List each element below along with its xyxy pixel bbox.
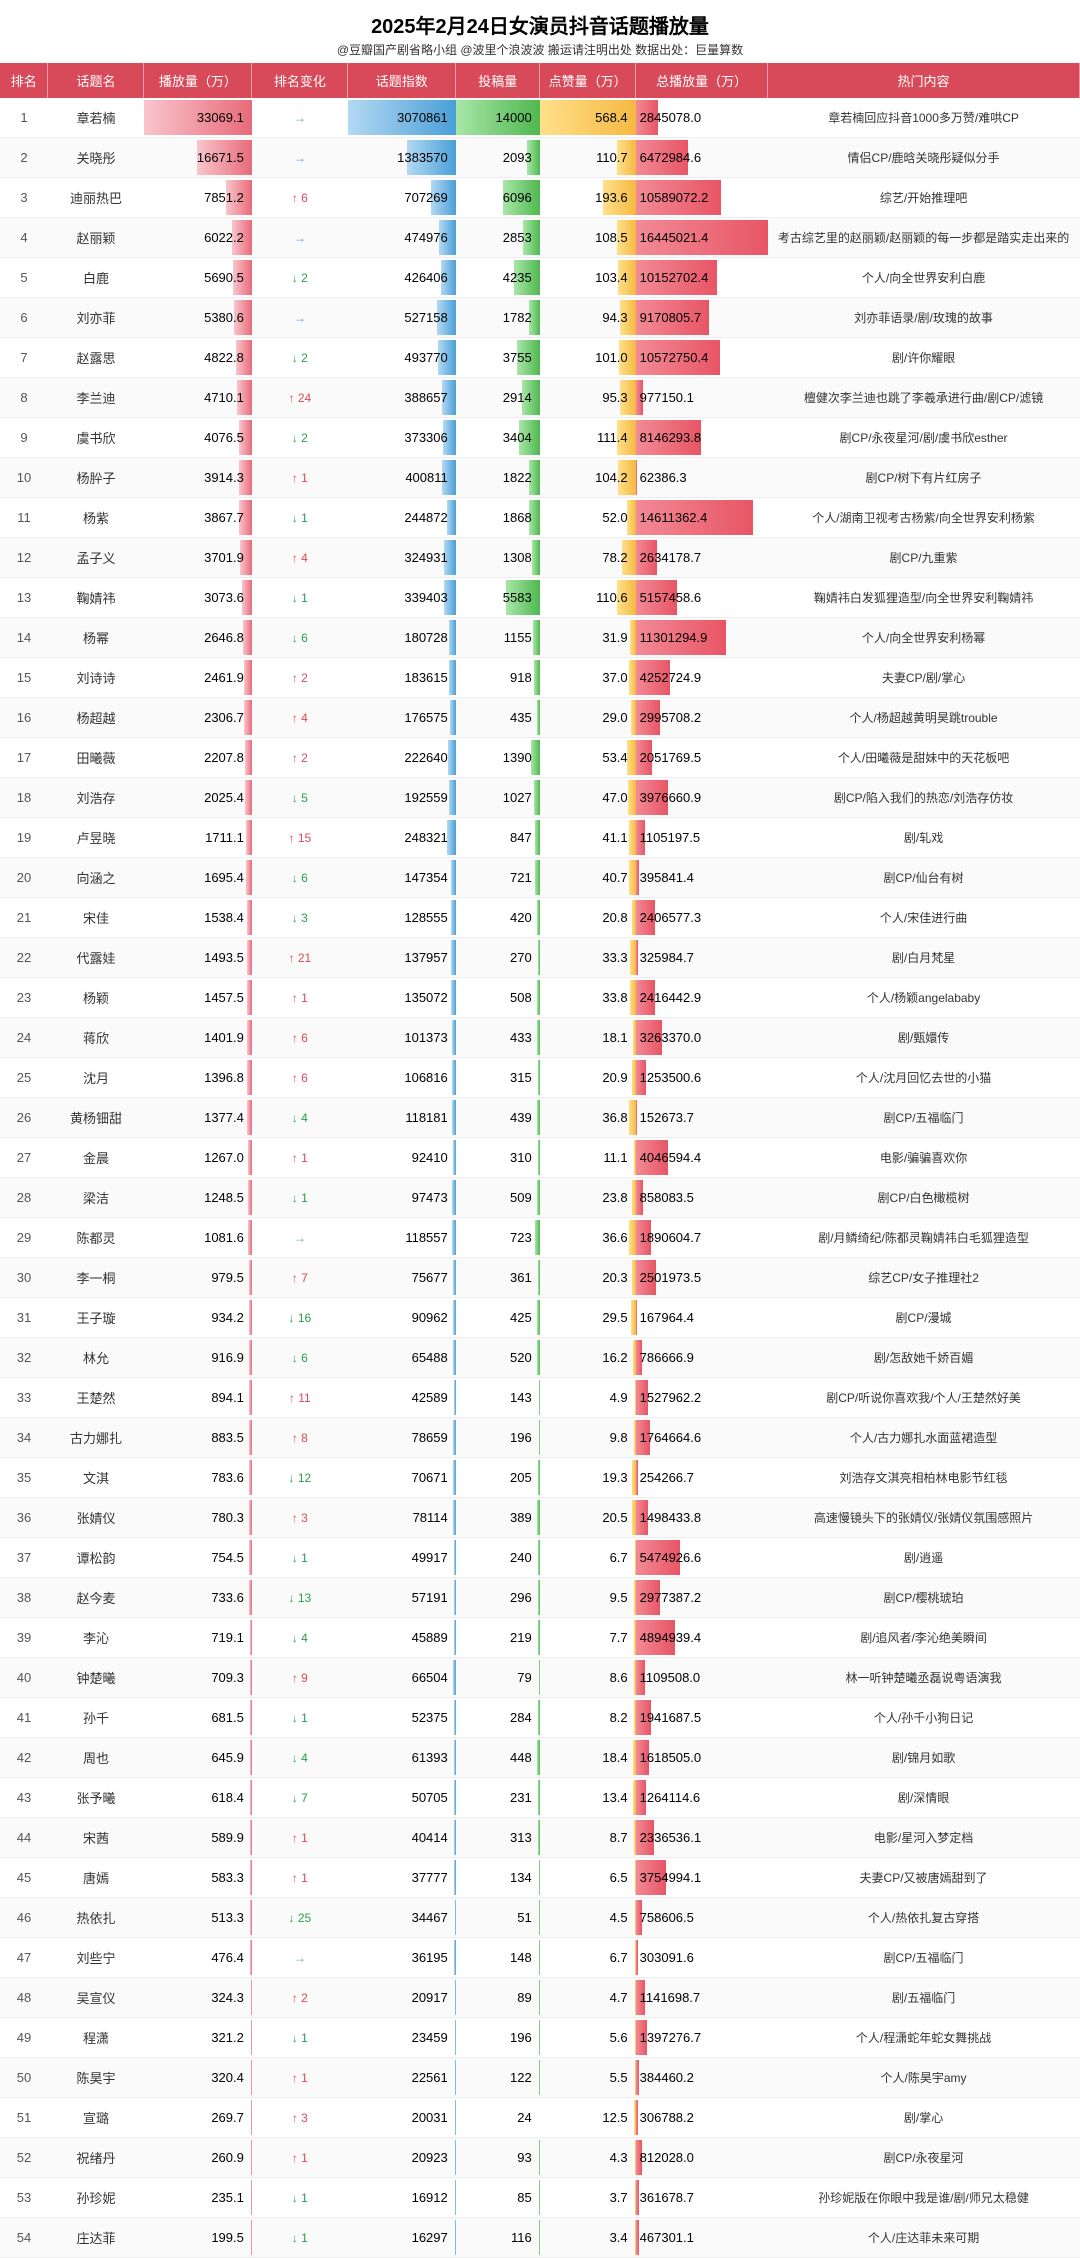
table-row: 16杨超越2306.7↑ 417657543529.02995708.2个人/杨…	[0, 698, 1080, 738]
col-header-5: 投稿量	[456, 63, 540, 98]
table-row: 6刘亦菲5380.6→527158178294.39170805.7刘亦菲语录/…	[0, 298, 1080, 338]
table-row: 42周也645.9↓ 46139344818.41618505.0剧/锦月如歌	[0, 1738, 1080, 1778]
page-title: 2025年2月24日女演员抖音话题播放量	[0, 10, 1080, 39]
table-row: 29陈都灵1081.6→11855772336.61890604.7剧/月鳞绮纪…	[0, 1218, 1080, 1258]
col-header-4: 话题指数	[348, 63, 456, 98]
table-row: 54庄达菲199.5↓ 1162971163.4467301.1个人/庄达菲未来…	[0, 2218, 1080, 2258]
table-row: 35文淇783.6↓ 127067120519.3254266.7刘浩存文淇亮相…	[0, 1458, 1080, 1498]
table-row: 2关晓彤16671.5→13835702093110.76472984.6情侣C…	[0, 138, 1080, 178]
table-row: 45唐嫣583.3↑ 1377771346.53754994.1夫妻CP/又被唐…	[0, 1858, 1080, 1898]
table-row: 38赵今麦733.6↓ 13571912969.52977387.2剧CP/樱桃…	[0, 1578, 1080, 1618]
table-row: 47刘些宁476.4→361951486.7303091.6剧CP/五福临门	[0, 1938, 1080, 1978]
table-row: 27金晨1267.0↑ 19241031011.14046594.4电影/骗骗喜…	[0, 1138, 1080, 1178]
col-header-8: 热门内容	[768, 63, 1080, 98]
table-row: 9虞书欣4076.5↓ 23733063404111.48146293.8剧CP…	[0, 418, 1080, 458]
table-row: 26黄杨钿甜1377.4↓ 411818143936.8152673.7剧CP/…	[0, 1098, 1080, 1138]
table-row: 22代露娃1493.5↑ 2113795727033.3325984.7剧/白月…	[0, 938, 1080, 978]
table-row: 17田曦薇2207.8↑ 2222640139053.42051769.5个人/…	[0, 738, 1080, 778]
table-row: 10杨肸子3914.3↑ 14008111822104.262386.3剧CP/…	[0, 458, 1080, 498]
table-row: 3迪丽热巴7851.2↑ 67072696096193.610589072.2综…	[0, 178, 1080, 218]
table-row: 24蒋欣1401.9↑ 610137343318.13263370.0剧/甄嬛传	[0, 1018, 1080, 1058]
table-row: 41孙千681.5↓ 1523752848.21941687.5个人/孙千小狗日…	[0, 1698, 1080, 1738]
table-row: 18刘浩存2025.4↓ 5192559102747.03976660.9剧CP…	[0, 778, 1080, 818]
table-row: 20向涵之1695.4↓ 614735472140.7395841.4剧CP/仙…	[0, 858, 1080, 898]
table-row: 34古力娜扎883.5↑ 8786591969.81764664.6个人/古力娜…	[0, 1418, 1080, 1458]
table-row: 5白鹿5690.5↓ 24264064235103.410152702.4个人/…	[0, 258, 1080, 298]
table-row: 37谭松韵754.5↓ 1499172406.75474926.6剧/逍遥	[0, 1538, 1080, 1578]
col-header-3: 排名变化	[252, 63, 348, 98]
col-header-7: 总播放量（万）	[636, 63, 768, 98]
table-row: 43张予曦618.4↓ 75070523113.41264114.6剧/深情眼	[0, 1778, 1080, 1818]
table-row: 1章若楠33069.1→307086114000568.42845078.0章若…	[0, 98, 1080, 138]
table-row: 4赵丽颖6022.2→4749762853108.516445021.4考古综艺…	[0, 218, 1080, 258]
table-row: 13鞠婧祎3073.6↓ 13394035583110.65157458.6鞠婧…	[0, 578, 1080, 618]
col-header-6: 点赞量（万）	[540, 63, 636, 98]
table-row: 11杨紫3867.7↓ 1244872186852.014611362.4个人/…	[0, 498, 1080, 538]
table-row: 49程潇321.2↓ 1234591965.61397276.7个人/程潇蛇年蛇…	[0, 2018, 1080, 2058]
table-row: 53孙珍妮235.1↓ 116912853.7361678.7孙珍妮版在你眼中我…	[0, 2178, 1080, 2218]
table-row: 30李一桐979.5↑ 77567736120.32501973.5综艺CP/女…	[0, 1258, 1080, 1298]
table-row: 15刘诗诗2461.9↑ 218361591837.04252724.9夫妻CP…	[0, 658, 1080, 698]
table-row: 25沈月1396.8↑ 610681631520.91253500.6个人/沈月…	[0, 1058, 1080, 1098]
table-row: 40钟楚曦709.3↑ 966504798.61109508.0林一听钟楚曦丞磊…	[0, 1658, 1080, 1698]
page-subtitle: @豆瓣国产剧省略小组 @波里个浪波波 搬运请注明出处 数据出处：巨量算数	[0, 41, 1080, 58]
ranking-table: 排名话题名播放量（万）排名变化话题指数投稿量点赞量（万）总播放量（万）热门内容 …	[0, 63, 1080, 2258]
table-row: 36张婧仪780.3↑ 37811438920.51498433.8高速慢镜头下…	[0, 1498, 1080, 1538]
col-header-0: 排名	[0, 63, 48, 98]
table-row: 7赵露思4822.8↓ 24937703755101.010572750.4剧/…	[0, 338, 1080, 378]
table-row: 46热依扎513.3↓ 2534467514.5758606.5个人/热依扎复古…	[0, 1898, 1080, 1938]
table-row: 28梁洁1248.5↓ 19747350923.8858083.5剧CP/白色橄…	[0, 1178, 1080, 1218]
col-header-1: 话题名	[48, 63, 144, 98]
table-row: 44宋茜589.9↑ 1404143138.72336536.1电影/星河入梦定…	[0, 1818, 1080, 1858]
table-row: 52祝绪丹260.9↑ 120923934.3812028.0剧CP/永夜星河	[0, 2138, 1080, 2178]
table-row: 23杨颖1457.5↑ 113507250833.82416442.9个人/杨颖…	[0, 978, 1080, 1018]
table-row: 31王子璇934.2↓ 169096242529.5167964.4剧CP/漫城	[0, 1298, 1080, 1338]
table-row: 51宣璐269.7↑ 3200312412.5306788.2剧/掌心	[0, 2098, 1080, 2138]
table-row: 39李沁719.1↓ 4458892197.74894939.4剧/追风者/李沁…	[0, 1618, 1080, 1658]
table-row: 21宋佳1538.4↓ 312855542020.82406577.3个人/宋佳…	[0, 898, 1080, 938]
table-row: 8李兰迪4710.1↑ 24388657291495.3977150.1檀健次李…	[0, 378, 1080, 418]
table-row: 33王楚然894.1↑ 11425891434.91527962.2剧CP/听说…	[0, 1378, 1080, 1418]
table-row: 50陈昊宇320.4↑ 1225611225.5384460.2个人/陈昊宇am…	[0, 2058, 1080, 2098]
table-row: 48吴宣仪324.3↑ 220917894.71141698.7剧/五福临门	[0, 1978, 1080, 2018]
table-row: 32林允916.9↓ 66548852016.2786666.9剧/怎敌她千娇百…	[0, 1338, 1080, 1378]
col-header-2: 播放量（万）	[144, 63, 252, 98]
table-row: 19卢昱晓1711.1↑ 1524832184741.11105197.5剧/轧…	[0, 818, 1080, 858]
table-row: 12孟子义3701.9↑ 4324931130878.22634178.7剧CP…	[0, 538, 1080, 578]
table-row: 14杨幂2646.8↓ 6180728115531.911301294.9个人/…	[0, 618, 1080, 658]
